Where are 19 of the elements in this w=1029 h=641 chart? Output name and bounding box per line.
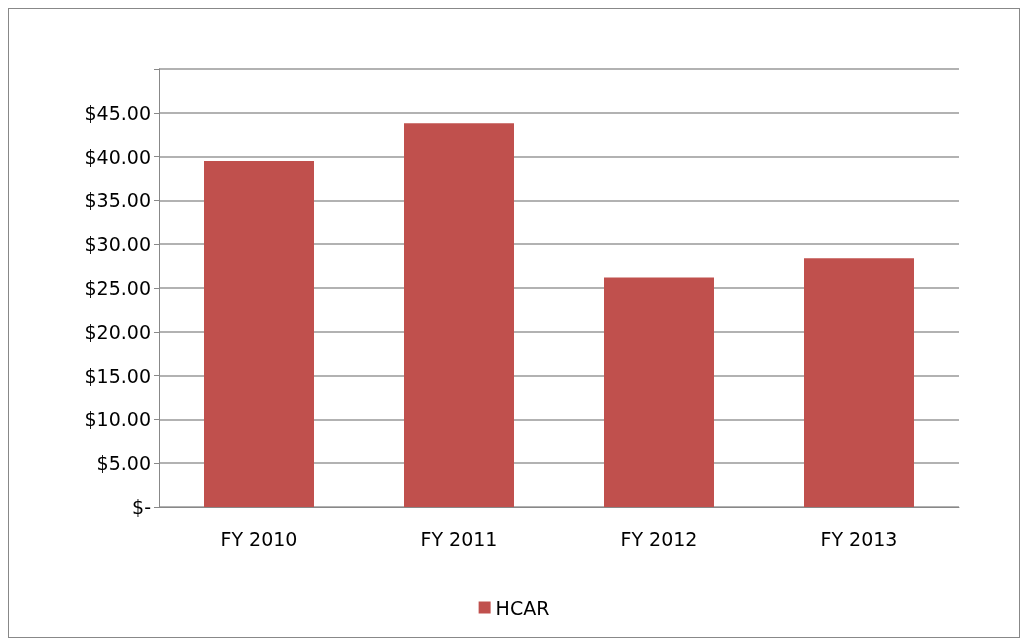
y-tick-label: $45.00 bbox=[84, 101, 151, 124]
bar bbox=[804, 258, 914, 507]
bar bbox=[204, 160, 314, 507]
y-tick-label: $15.00 bbox=[84, 364, 151, 387]
legend-label: HCAR bbox=[495, 596, 550, 619]
bar bbox=[404, 123, 514, 507]
y-tick-label: $10.00 bbox=[84, 408, 151, 431]
y-tick-label: $40.00 bbox=[84, 145, 151, 168]
y-tick-label: $30.00 bbox=[84, 233, 151, 256]
y-tick-label: $25.00 bbox=[84, 277, 151, 299]
y-tick-label: $5.00 bbox=[96, 452, 151, 475]
x-tick-label: FY 2011 bbox=[420, 527, 498, 550]
y-tick-label: $- bbox=[132, 496, 151, 518]
x-tick-label: FY 2010 bbox=[220, 527, 298, 550]
y-tick-label: $35.00 bbox=[84, 189, 151, 212]
bar bbox=[604, 277, 714, 507]
y-tick-label: $20.00 bbox=[84, 320, 151, 343]
x-tick-label: FY 2012 bbox=[620, 527, 698, 550]
x-tick-label: FY 2013 bbox=[820, 527, 898, 550]
